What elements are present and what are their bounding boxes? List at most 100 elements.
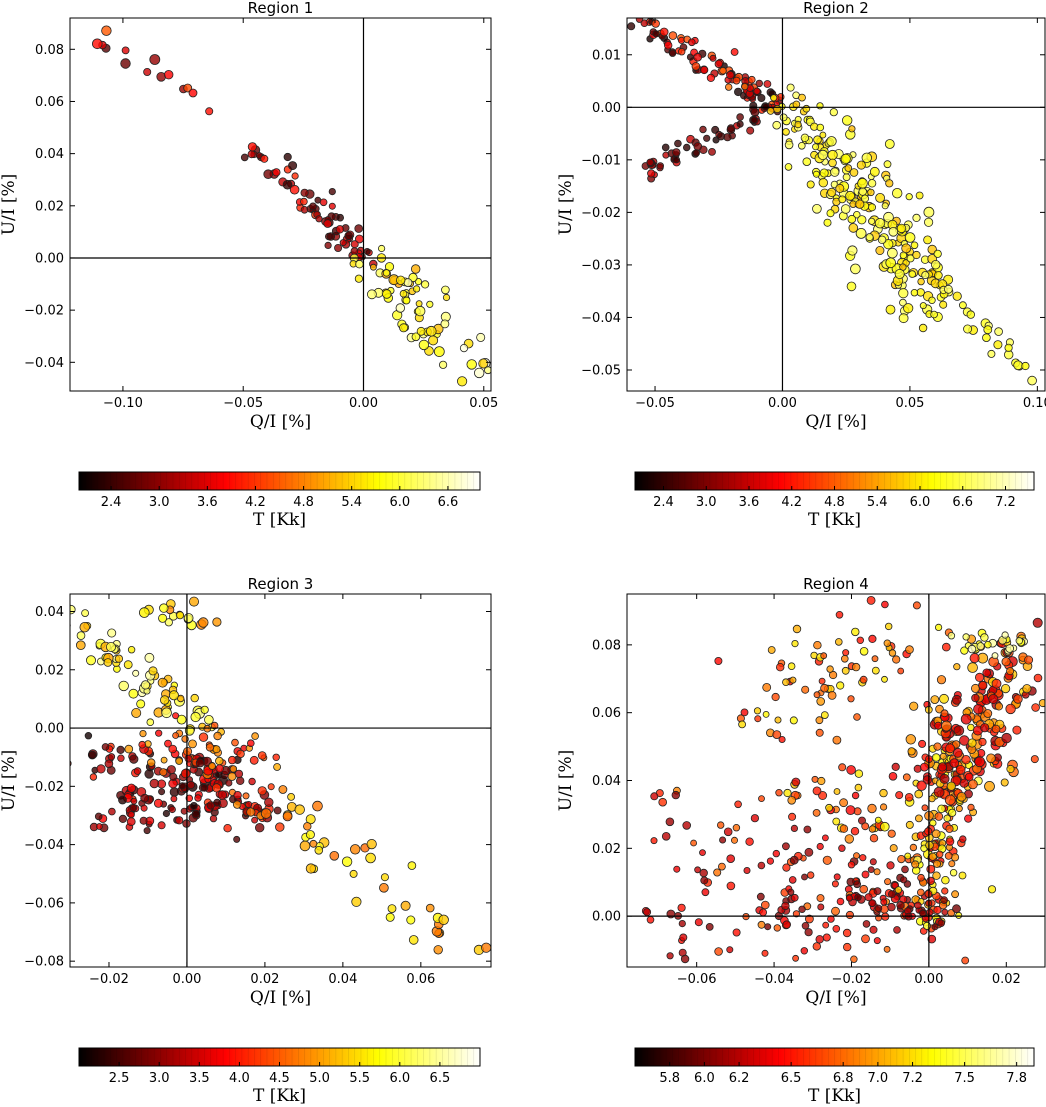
- data-point: [699, 868, 708, 878]
- data-point: [826, 665, 834, 673]
- data-point: [960, 576, 967, 583]
- data-point: [873, 887, 882, 895]
- data-point: [714, 59, 723, 69]
- colorbar-tick-label: 6.6: [438, 495, 459, 510]
- data-point: [355, 260, 364, 269]
- data-point: [830, 167, 840, 177]
- data-point: [365, 852, 376, 864]
- data-point: [846, 765, 856, 775]
- data-point: [661, 143, 670, 152]
- data-point: [928, 852, 937, 861]
- data-point: [974, 756, 986, 768]
- data-point: [101, 743, 110, 751]
- data-point: [853, 880, 861, 889]
- data-point: [817, 149, 829, 160]
- data-point: [433, 346, 445, 358]
- data-point: [936, 850, 944, 858]
- data-point: [260, 154, 269, 163]
- colorbar-tick-label: 5.0: [309, 1071, 330, 1086]
- data-point: [877, 235, 887, 244]
- data-point: [806, 180, 815, 189]
- data-point: [260, 808, 272, 819]
- data-point: [328, 188, 336, 196]
- data-point: [94, 812, 103, 821]
- x-tick-label: 0.05: [895, 396, 924, 411]
- panel-region-1: Region 1 −0.10 −0.05 0.00 0.05 −0.04 −0.02 0.00…: [0, 0, 498, 530]
- data-point: [978, 737, 987, 747]
- data-point: [1004, 343, 1013, 352]
- data-point: [354, 224, 364, 233]
- colorbar-tick-label: 4.2: [245, 495, 266, 510]
- colorbar-tick-label: 6.8: [833, 1071, 854, 1086]
- data-point: [215, 756, 224, 766]
- y-tick-label: −0.08: [24, 955, 64, 970]
- data-point: [986, 753, 996, 764]
- data-point: [873, 868, 881, 876]
- data-point: [811, 775, 819, 783]
- data-point: [897, 854, 906, 864]
- data-point: [951, 694, 962, 705]
- data-point: [966, 310, 975, 319]
- data-point: [736, 113, 744, 121]
- data-point: [703, 134, 711, 142]
- data-point: [366, 289, 377, 300]
- data-point: [650, 837, 658, 845]
- data-point: [885, 304, 896, 315]
- data-point: [886, 861, 895, 870]
- y-tick-label: −0.04: [24, 838, 64, 853]
- colorbar: 2.4 3.0 3.6 4.2 4.8 5.4 6.0 6.6 T [Kk]: [78, 471, 481, 530]
- data-point: [709, 54, 717, 62]
- data-point: [895, 791, 904, 800]
- data-point: [160, 756, 168, 764]
- data-point: [771, 692, 780, 702]
- data-point: [148, 666, 158, 676]
- data-point: [937, 762, 948, 772]
- data-point: [129, 803, 138, 812]
- data-point: [937, 919, 945, 927]
- data-point: [246, 807, 256, 817]
- colorbar-tick-label: 2.5: [109, 1071, 130, 1086]
- data-point: [865, 233, 874, 242]
- data-point: [831, 906, 840, 916]
- data-point: [300, 188, 309, 197]
- data-point: [894, 268, 905, 279]
- data-point: [857, 178, 868, 189]
- data-point: [713, 868, 722, 877]
- data-point: [879, 803, 888, 811]
- x-axis-label: Q/I [%]: [805, 988, 866, 1008]
- data-point: [203, 724, 212, 733]
- colorbar: 5.8 6.0 6.2 6.5 6.8 7.0 7.2 7.5 7.8 T [Kk]: [634, 1047, 1035, 1106]
- data-point: [918, 323, 928, 333]
- data-point: [130, 797, 138, 805]
- data-point: [240, 153, 249, 162]
- data-point: [753, 87, 761, 95]
- data-point: [885, 622, 893, 631]
- data-point: [853, 210, 861, 219]
- data-point: [756, 892, 765, 901]
- data-point: [827, 149, 838, 161]
- y-tick-label: −0.05: [581, 363, 621, 378]
- data-point: [845, 894, 853, 902]
- data-point: [817, 903, 825, 911]
- data-point: [127, 811, 135, 819]
- data-point: [87, 750, 97, 760]
- data-point: [229, 765, 238, 773]
- data-point: [936, 675, 947, 685]
- data-point: [826, 209, 835, 218]
- data-point: [861, 822, 870, 831]
- data-point: [822, 855, 832, 865]
- data-point: [812, 942, 821, 951]
- data-point: [912, 213, 921, 222]
- data-point: [904, 792, 914, 802]
- data-point: [905, 645, 914, 654]
- colorbar-tick-label: 7.8: [1006, 1071, 1027, 1086]
- data-point: [848, 125, 856, 133]
- data-point: [853, 852, 860, 859]
- data-point: [124, 744, 134, 754]
- axes-frame: [626, 17, 1046, 392]
- data-point: [861, 152, 873, 164]
- data-point: [323, 219, 333, 228]
- colorbar-tick-label: 3.6: [197, 495, 218, 510]
- data-point: [955, 765, 966, 775]
- data-point: [257, 786, 267, 796]
